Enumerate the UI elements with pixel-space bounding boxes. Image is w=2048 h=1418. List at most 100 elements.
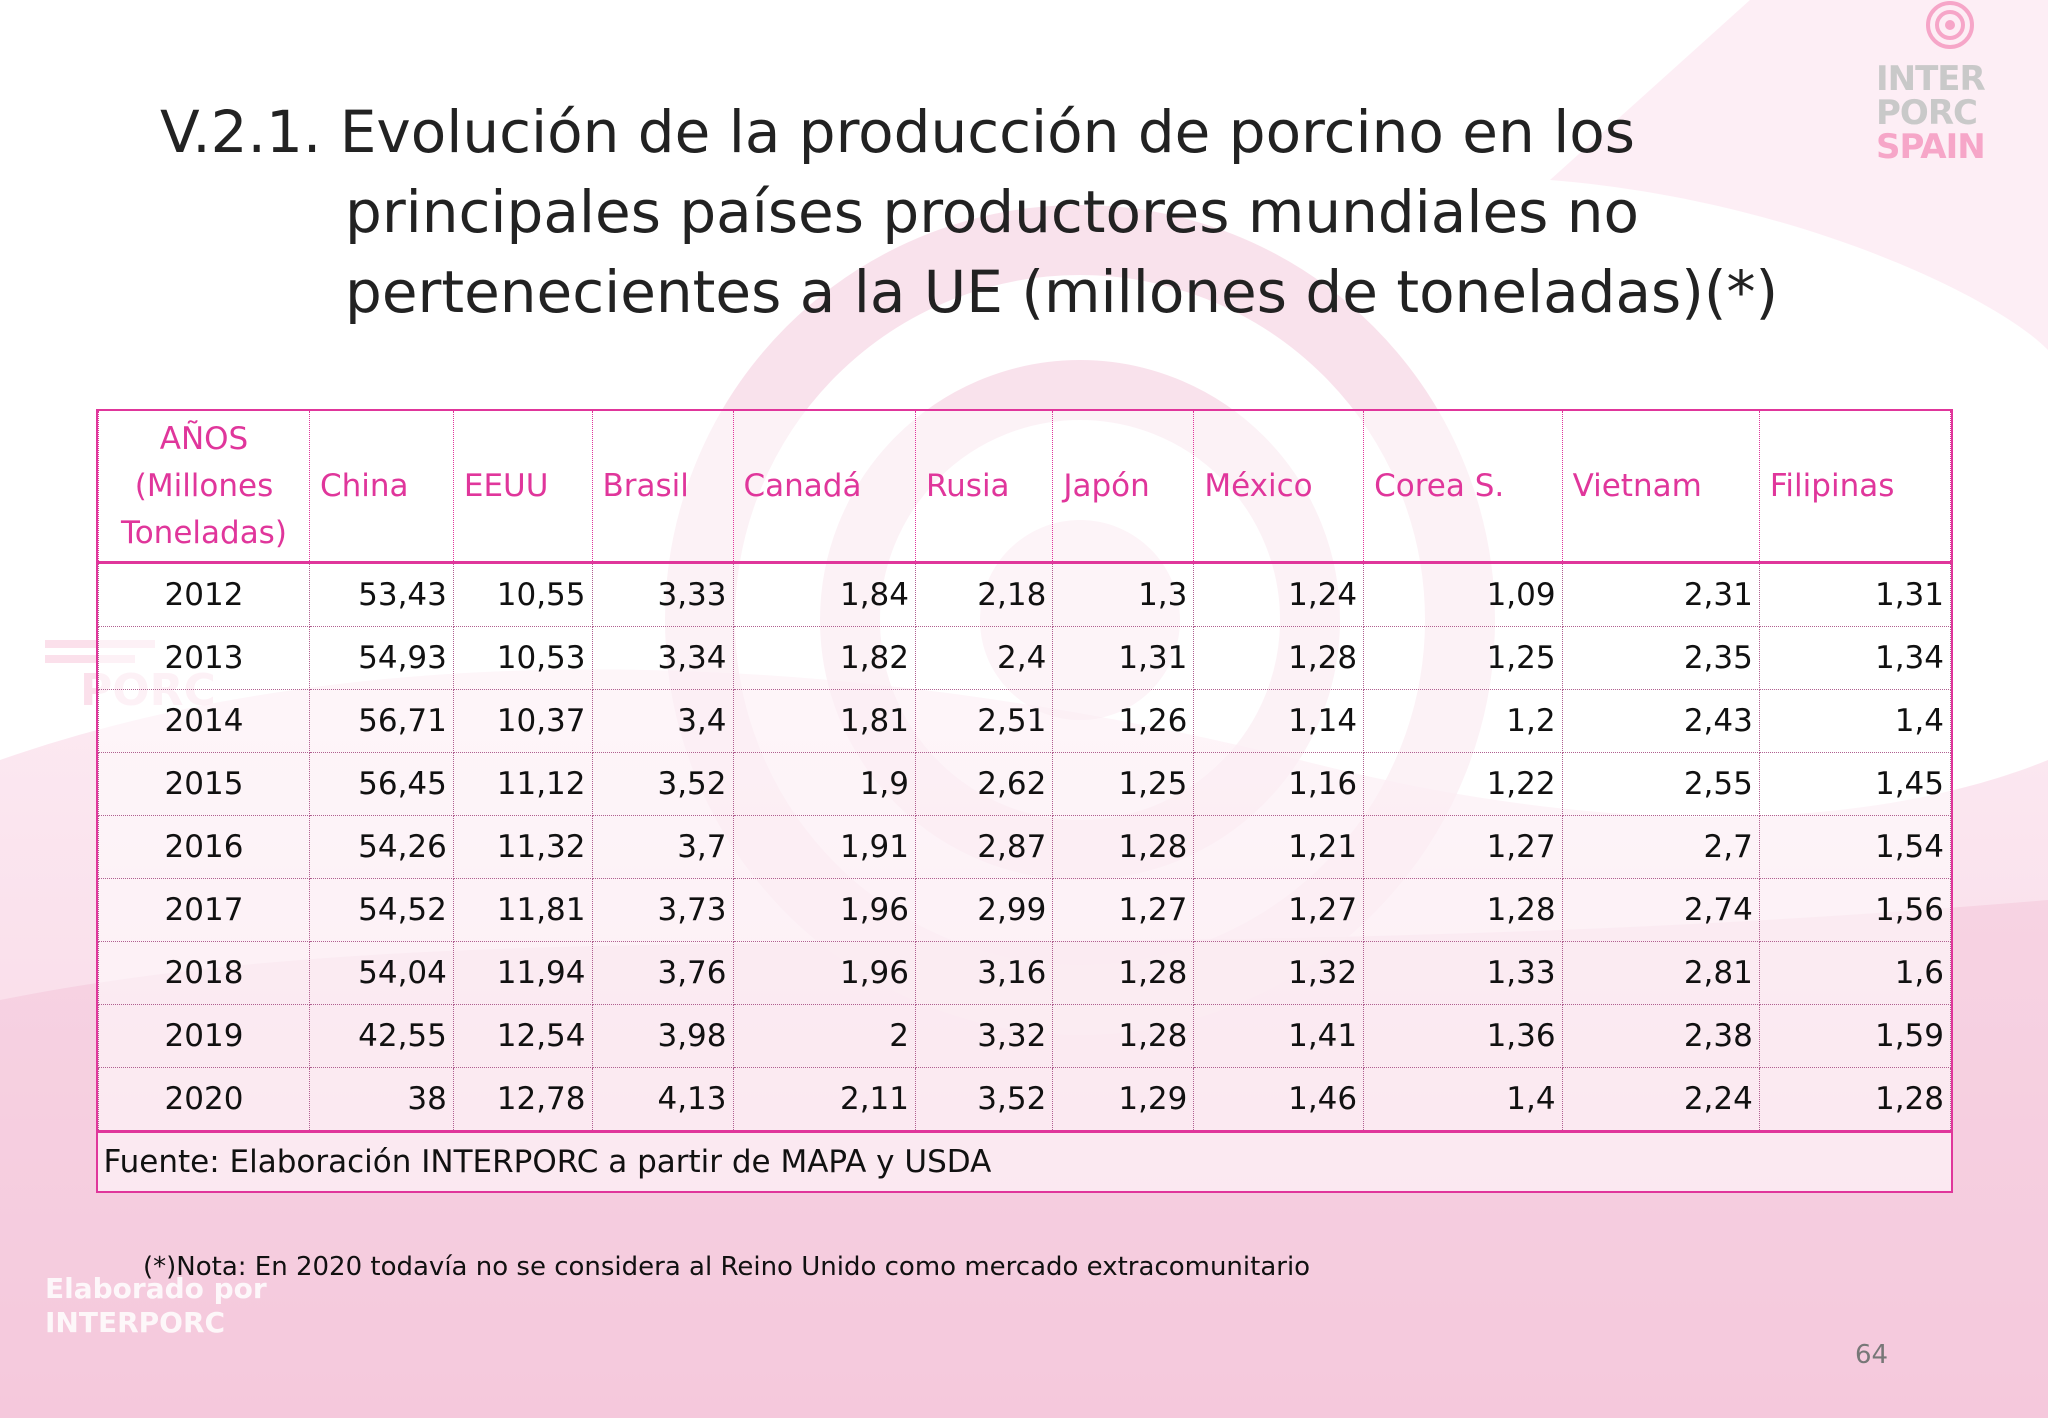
- value-cell: 11,12: [452, 752, 593, 816]
- value-cell: 3,7: [591, 815, 734, 879]
- value-cell: 10,55: [452, 562, 593, 627]
- value-cell: 1,21: [1193, 815, 1365, 879]
- value-cell: 1,24: [1193, 562, 1365, 627]
- year-cell: 2016: [98, 815, 310, 879]
- value-cell: 3,33: [591, 562, 734, 627]
- page-title: V.2.1. Evolución de la producción de por…: [160, 92, 1860, 332]
- value-cell: 1,82: [732, 626, 917, 690]
- value-cell: 42,55: [309, 1004, 454, 1068]
- value-cell: 2,4: [914, 626, 1054, 690]
- value-cell: 1,26: [1052, 689, 1195, 753]
- value-cell: 2,35: [1561, 626, 1760, 690]
- year-cell: 2012: [98, 562, 310, 627]
- table-row: 2015 56,45 11,12 3,52 1,9 2,62 1,25 1,16 1,22 2,5…: [98, 752, 1952, 816]
- value-cell: 10,37: [452, 689, 593, 753]
- value-cell: 1,56: [1758, 878, 1952, 942]
- value-cell: 3,4: [591, 689, 734, 753]
- value-cell: 1,28: [1052, 815, 1195, 879]
- value-cell: 56,45: [309, 752, 454, 816]
- watermark-line-1: Elaborado por: [45, 1272, 267, 1305]
- title-line-2: principales países productores mundiales…: [345, 178, 1640, 246]
- value-cell: 1,25: [1052, 752, 1195, 816]
- value-cell: 2,18: [914, 562, 1054, 627]
- value-cell: 2,51: [914, 689, 1054, 753]
- logo-word-spain: SPAIN: [1876, 127, 1986, 167]
- country-header: Filipinas: [1758, 411, 1952, 564]
- value-cell: 1,25: [1363, 626, 1563, 690]
- value-cell: 53,43: [309, 562, 454, 627]
- value-cell: 1,96: [732, 878, 917, 942]
- value-cell: 1,28: [1363, 878, 1563, 942]
- years-header-line: Toneladas): [121, 514, 287, 551]
- value-cell: 1,34: [1758, 626, 1952, 690]
- value-cell: 1,84: [732, 562, 917, 627]
- value-cell: 54,52: [309, 878, 454, 942]
- years-header: AÑOS (Millones Toneladas): [98, 411, 310, 564]
- value-cell: 2,87: [914, 815, 1054, 879]
- interporc-logo: INTER PORC SPAIN: [1870, 0, 2020, 175]
- value-cell: 1,36: [1363, 1004, 1563, 1068]
- value-cell: 1,32: [1193, 941, 1365, 1005]
- value-cell: 2,38: [1561, 1004, 1760, 1068]
- country-header: Brasil: [591, 411, 734, 564]
- table-row: 2017 54,52 11,81 3,73 1,96 2,99 1,27 1,27 1,28 2,…: [98, 878, 1952, 942]
- value-cell: 1,81: [732, 689, 917, 753]
- value-cell: 54,26: [309, 815, 454, 879]
- value-cell: 11,94: [452, 941, 593, 1005]
- value-cell: 11,32: [452, 815, 593, 879]
- production-table: AÑOS (Millones Toneladas) China EEUU Bra…: [96, 409, 1953, 1193]
- country-header: Canadá: [732, 411, 917, 564]
- value-cell: 1,27: [1363, 815, 1563, 879]
- table-row: 2013 54,93 10,53 3,34 1,82 2,4 1,31 1,28 1,25 2,3…: [98, 626, 1952, 690]
- year-cell: 2018: [98, 941, 310, 1005]
- value-cell: 1,46: [1193, 1067, 1365, 1133]
- value-cell: 1,3: [1052, 562, 1195, 627]
- table-row: 2014 56,71 10,37 3,4 1,81 2,51 1,26 1,14 1,2 2,43…: [98, 689, 1952, 753]
- value-cell: 12,78: [452, 1067, 593, 1133]
- value-cell: 54,93: [309, 626, 454, 690]
- table-body: 2012 53,43 10,55 3,33 1,84 2,18 1,3 1,24 1,09 2,3…: [98, 562, 1952, 1133]
- table-row: 2018 54,04 11,94 3,76 1,96 3,16 1,28 1,32 1,33 2,…: [98, 941, 1952, 1005]
- value-cell: 1,14: [1193, 689, 1365, 753]
- value-cell: 10,53: [452, 626, 593, 690]
- country-header: Corea S.: [1363, 411, 1563, 564]
- value-cell: 1,09: [1363, 562, 1563, 627]
- value-cell: 2,31: [1561, 562, 1760, 627]
- value-cell: 1,6: [1758, 941, 1952, 1005]
- value-cell: 1,96: [732, 941, 917, 1005]
- title-line-1: V.2.1. Evolución de la producción de por…: [160, 98, 1636, 166]
- year-cell: 2014: [98, 689, 310, 753]
- value-cell: 2,24: [1561, 1067, 1760, 1133]
- value-cell: 11,81: [452, 878, 593, 942]
- value-cell: 1,28: [1758, 1067, 1952, 1133]
- value-cell: 3,34: [591, 626, 734, 690]
- country-header: EEUU: [452, 411, 593, 564]
- years-header-line: AÑOS: [159, 420, 249, 457]
- value-cell: 3,73: [591, 878, 734, 942]
- value-cell: 3,76: [591, 941, 734, 1005]
- table-header-row: AÑOS (Millones Toneladas) China EEUU Bra…: [98, 411, 1952, 564]
- value-cell: 1,2: [1363, 689, 1563, 753]
- source-row: Fuente: Elaboración INTERPORC a partir d…: [99, 1132, 1951, 1192]
- years-header-line: (Millones: [134, 467, 274, 504]
- logo-word-porc: PORC: [1876, 93, 1978, 133]
- value-cell: 2,11: [732, 1067, 917, 1133]
- value-cell: 2,7: [1561, 815, 1760, 879]
- country-header: México: [1193, 411, 1365, 564]
- value-cell: 12,54: [452, 1004, 593, 1068]
- value-cell: 1,31: [1758, 562, 1952, 627]
- year-cell: 2019: [98, 1004, 310, 1068]
- year-cell: 2017: [98, 878, 310, 942]
- value-cell: 1,31: [1052, 626, 1195, 690]
- page-number: 64: [1855, 1340, 1889, 1370]
- year-cell: 2020: [98, 1067, 310, 1133]
- value-cell: 1,22: [1363, 752, 1563, 816]
- value-cell: 54,04: [309, 941, 454, 1005]
- value-cell: 1,91: [732, 815, 917, 879]
- table-row: 2012 53,43 10,55 3,33 1,84 2,18 1,3 1,24 1,09 2,3…: [98, 562, 1952, 627]
- value-cell: 4,13: [591, 1067, 734, 1133]
- value-cell: 3,16: [914, 941, 1054, 1005]
- value-cell: 1,4: [1758, 689, 1952, 753]
- value-cell: 1,27: [1193, 878, 1365, 942]
- value-cell: 3,32: [914, 1004, 1054, 1068]
